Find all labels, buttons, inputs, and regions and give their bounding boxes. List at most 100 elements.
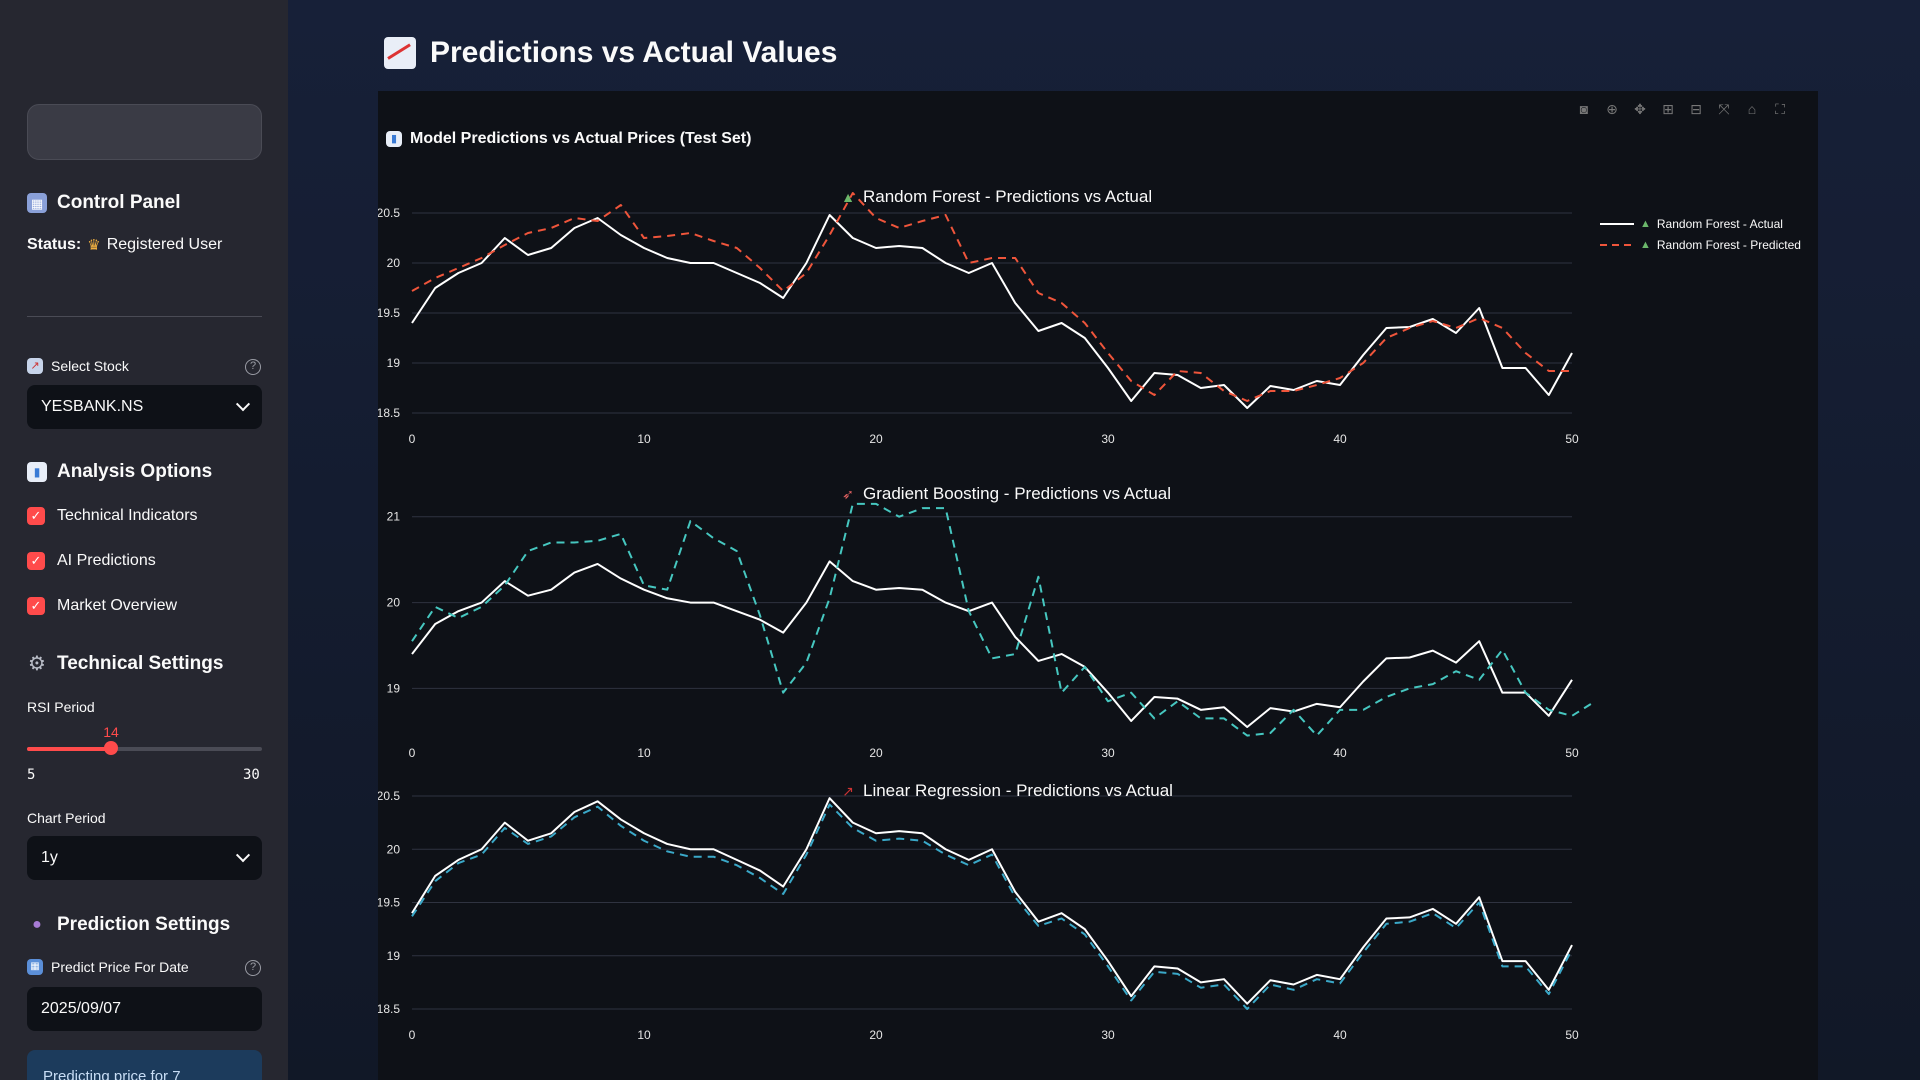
- x-tick-label: 50: [1565, 746, 1579, 760]
- prediction-settings-title: Prediction Settings: [57, 914, 231, 935]
- prediction-settings-heading: ● Prediction Settings: [27, 914, 230, 936]
- help-icon[interactable]: ?: [245, 359, 261, 375]
- checkbox-label: Market Overview: [57, 597, 178, 614]
- legend-item-predicted[interactable]: ▲ Random Forest - Predicted: [1600, 234, 1801, 255]
- checkbox-checked-icon[interactable]: ✓: [27, 597, 45, 615]
- rsi-slider-thumb[interactable]: [104, 741, 118, 755]
- checkbox-checked-icon[interactable]: ✓: [27, 507, 45, 525]
- y-tick-label: 18.5: [378, 1002, 400, 1016]
- x-tick-label: 30: [1101, 432, 1115, 446]
- tree-icon: ▲: [841, 189, 855, 205]
- y-tick-label: 20: [387, 596, 401, 610]
- analysis-options-title: Analysis Options: [57, 461, 213, 482]
- series-line-predicted: [411, 192, 1572, 402]
- x-tick-label: 10: [637, 432, 651, 446]
- x-tick-label: 30: [1101, 746, 1115, 760]
- camera-icon[interactable]: ◙: [1579, 101, 1589, 117]
- fullscreen-icon[interactable]: ⛶: [1775, 101, 1785, 117]
- x-tick-label: 0: [409, 432, 416, 446]
- chart-period-select[interactable]: 1y: [27, 836, 262, 880]
- home-icon[interactable]: ⌂: [1747, 101, 1757, 117]
- bar-chart-icon: ▮: [386, 131, 402, 147]
- predict-date-label: ▦ Predict Price For Date: [27, 959, 189, 975]
- chart-panel: ▮ Model Predictions vs Actual Prices (Te…: [378, 91, 1818, 1080]
- y-tick-label: 21: [387, 510, 401, 524]
- stock-select-value: YESBANK.NS: [41, 398, 144, 415]
- subplot-title: Gradient Boosting - Predictions vs Actua…: [863, 484, 1171, 503]
- chart-increasing-icon: [384, 37, 416, 69]
- zoom-icon[interactable]: ⊕: [1606, 101, 1618, 117]
- checkbox-market-overview[interactable]: ✓ Market Overview: [27, 597, 177, 615]
- legend-swatch-solid: [1600, 222, 1634, 225]
- predict-date-label-text: Predict Price For Date: [51, 959, 189, 975]
- pan-icon[interactable]: ✥: [1634, 101, 1646, 117]
- y-tick-label: 20.5: [378, 789, 400, 803]
- chart-period-label-text: Chart Period: [27, 810, 106, 826]
- x-tick-label: 20: [869, 1028, 883, 1042]
- status-line: Status: ♛ Registered User: [27, 236, 222, 254]
- tree-icon: ▲: [1640, 217, 1651, 230]
- y-tick-label: 20: [387, 256, 401, 270]
- chart-heading-text: Model Predictions vs Actual Prices (Test…: [410, 130, 752, 147]
- technical-settings-heading: ⚙ Technical Settings: [27, 653, 223, 675]
- prediction-info-box: Predicting price for 7: [27, 1050, 262, 1080]
- x-tick-label: 40: [1333, 1028, 1347, 1042]
- x-tick-label: 50: [1565, 432, 1579, 446]
- x-tick-label: 50: [1565, 1028, 1579, 1042]
- chart-legend: ▲ Random Forest - Actual ▲ Random Forest…: [1600, 213, 1801, 255]
- predict-date-input[interactable]: 2025/09/07: [27, 987, 262, 1031]
- technical-settings-title: Technical Settings: [57, 653, 224, 674]
- x-tick-label: 0: [409, 746, 416, 760]
- zoom-out-icon[interactable]: ⊟: [1690, 101, 1702, 117]
- rsi-slider[interactable]: [27, 741, 262, 755]
- series-line-actual: [411, 560, 1573, 728]
- y-tick-label: 19: [387, 949, 401, 963]
- x-tick-label: 10: [637, 746, 651, 760]
- checkbox-label: AI Predictions: [57, 552, 156, 569]
- chart-period-label: Chart Period: [27, 810, 106, 826]
- page-title-text: Predictions vs Actual Values: [430, 36, 838, 69]
- checkbox-checked-icon[interactable]: ✓: [27, 552, 45, 570]
- x-tick-label: 40: [1333, 746, 1347, 760]
- chevron-down-icon: [235, 848, 251, 863]
- autoscale-icon[interactable]: ⤧: [1718, 101, 1730, 117]
- legend-label: Random Forest - Actual: [1656, 216, 1783, 231]
- status-value: Registered User: [106, 236, 223, 253]
- checkbox-technical-indicators[interactable]: ✓ Technical Indicators: [27, 507, 198, 525]
- series-line-actual: [411, 214, 1573, 409]
- chart-period-select-value: 1y: [41, 849, 58, 866]
- legend-swatch-dashed: [1600, 243, 1634, 246]
- chart-heading: ▮ Model Predictions vs Actual Prices (Te…: [386, 130, 751, 148]
- stock-select[interactable]: YESBANK.NS: [27, 385, 262, 429]
- predict-date-value: 2025/09/07: [41, 1000, 122, 1017]
- rsi-period-label-text: RSI Period: [27, 699, 95, 715]
- y-tick-label: 20: [387, 842, 401, 856]
- sidebar-divider: [27, 316, 262, 317]
- x-tick-label: 20: [869, 746, 883, 760]
- rsi-slider-fill: [27, 747, 111, 751]
- chart-modebar: ◙ ⊕ ✥ ⊞ ⊟ ⤧ ⌂ ⛶: [1575, 100, 1789, 118]
- control-panel-title: Control Panel: [57, 192, 181, 213]
- y-tick-label: 19.5: [378, 306, 400, 320]
- checkbox-ai-predictions[interactable]: ✓ AI Predictions: [27, 552, 156, 570]
- select-stock-label-text: Select Stock: [51, 358, 129, 374]
- prediction-info-text: Predicting price for 7: [43, 1068, 181, 1080]
- x-tick-label: 40: [1333, 432, 1347, 446]
- y-tick-label: 20.5: [378, 206, 400, 220]
- y-tick-label: 19: [387, 356, 401, 370]
- checkbox-label: Technical Indicators: [57, 507, 198, 524]
- tree-icon: ▲: [1640, 238, 1651, 251]
- sidebar-top-box: [27, 104, 262, 160]
- zoom-in-icon[interactable]: ⊞: [1662, 101, 1674, 117]
- predictions-chart[interactable]: 18.5 19 19.5 20 20.5 0 10 20 30 40 50 ▲ Random Fores…: [378, 91, 1818, 1080]
- crown-icon: ♛: [87, 237, 101, 254]
- legend-item-actual[interactable]: ▲ Random Forest - Actual: [1600, 213, 1801, 234]
- y-tick-label: 18.5: [378, 406, 400, 420]
- rsi-slider-max: 30: [243, 767, 260, 783]
- chart-increasing-icon: ↗: [27, 358, 43, 374]
- chart-increasing-icon: ↗: [842, 783, 854, 799]
- subplot-title: Linear Regression - Predictions vs Actua…: [863, 781, 1173, 800]
- help-icon[interactable]: ?: [245, 960, 261, 976]
- rsi-period-label: RSI Period: [27, 699, 95, 715]
- x-tick-label: 0: [409, 1028, 416, 1042]
